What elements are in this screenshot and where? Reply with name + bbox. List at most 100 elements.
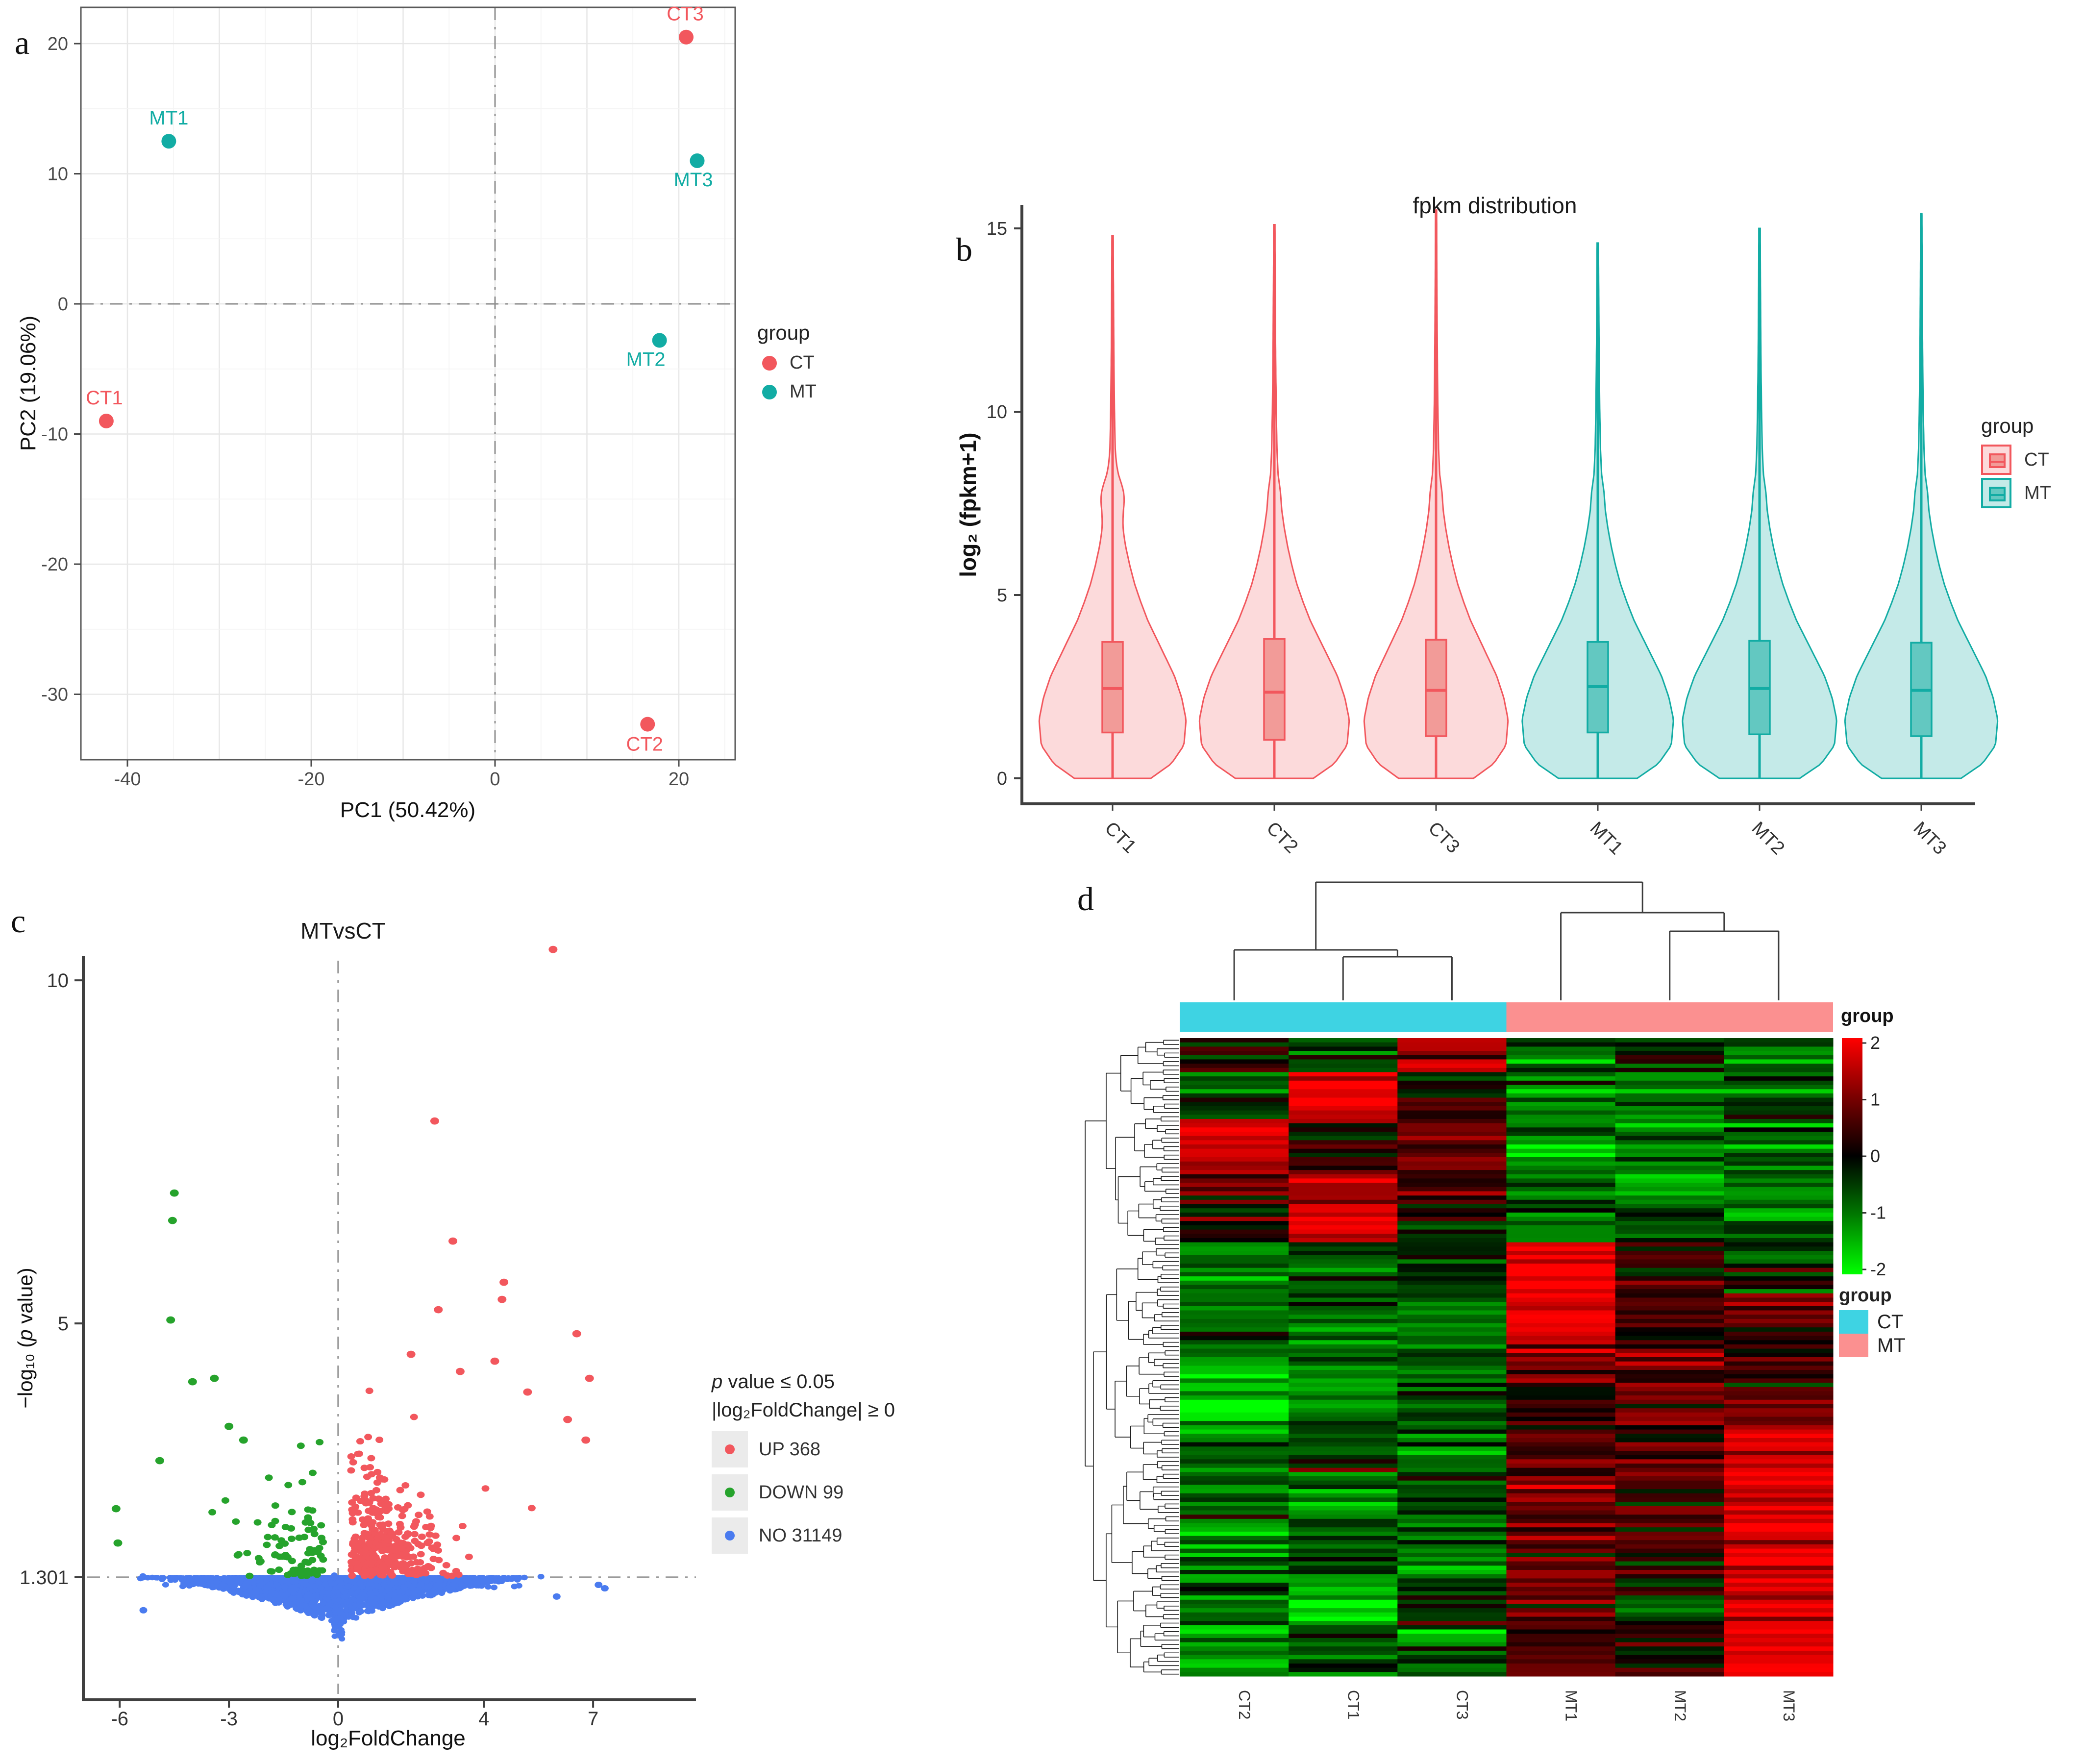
svg-text:MT1: MT1 [1563, 1690, 1580, 1721]
svg-text:CT2: CT2 [1236, 1690, 1253, 1719]
pca-legend-label-mt: MT [790, 381, 817, 402]
svg-text:10: 10 [987, 402, 1007, 422]
svg-text:0: 0 [58, 294, 68, 315]
volcano-legend-item-down: DOWN 99 [712, 1474, 895, 1511]
pca-legend-title: group [757, 321, 810, 344]
heatmap-cells [1180, 1038, 1834, 1677]
pca-point-MT1 [161, 134, 176, 149]
violin-legend-title: group [1981, 414, 2034, 437]
svg-text:1.301: 1.301 [20, 1567, 69, 1589]
heatmap-colorbar [1842, 1038, 1862, 1274]
svg-text:0: 0 [490, 769, 500, 790]
svg-text:4: 4 [478, 1708, 489, 1730]
heatmap-legend-item-ct: CT [1839, 1310, 1906, 1334]
heatmap-legend-item-mt: MT [1839, 1334, 1906, 1357]
pca-point-MT3 [690, 153, 705, 168]
mt-swatch-icon [1839, 1334, 1868, 1357]
box-CT2 [1263, 638, 1286, 741]
volcano-legend: p value ≤ 0.05 |log₂FoldChange| ≥ 0 UP 3… [712, 1367, 895, 1561]
svg-text:0: 0 [997, 769, 1007, 789]
violin-title: fpkm distribution [1413, 193, 1577, 218]
svg-text:10: 10 [48, 164, 68, 185]
svg-text:2: 2 [1870, 1033, 1880, 1053]
svg-text:0: 0 [333, 1708, 344, 1730]
ct-violin-key-icon [1981, 445, 2011, 475]
heatmap-legend-title: group [1839, 1285, 1892, 1306]
violin-plot: 0 5 10 15 CT1 CT2 CT3 MT1 MT2 MT3 [987, 205, 1999, 859]
panel-letter-d: d [1077, 880, 1094, 918]
pca-point-MT2 [652, 333, 667, 348]
no-dot-icon [712, 1517, 748, 1554]
annotation-strip-ct [1180, 1002, 1507, 1032]
panel-letter-c: c [11, 902, 26, 940]
svg-text:MT3: MT3 [1780, 1690, 1798, 1721]
svg-text:MT3: MT3 [674, 169, 713, 191]
svg-text:-20: -20 [41, 554, 68, 575]
svg-text:-3: -3 [220, 1708, 238, 1730]
svg-text:CT1: CT1 [1101, 818, 1140, 857]
svg-text:CT2: CT2 [1263, 818, 1302, 857]
annotation-strip-mt [1506, 1002, 1833, 1032]
volcano-legend-label-no: NO 31149 [759, 1525, 843, 1546]
heatmap-panel: CT2 CT1 CT3 MT1 MT2 MT3 2 1 0 -1 -2 [1085, 881, 1886, 1721]
pca-point-CT2 [640, 717, 655, 732]
svg-text:MT1: MT1 [1586, 818, 1627, 859]
volcano-legend-label-up: UP 368 [759, 1439, 821, 1460]
svg-text:CT2: CT2 [626, 734, 663, 755]
violin-legend-label-ct: CT [2024, 449, 2049, 470]
up-dot-icon [712, 1431, 748, 1467]
volcano-legend-label-down: DOWN 99 [759, 1482, 844, 1503]
volcano-legend-item-up: UP 368 [712, 1431, 895, 1467]
ct-swatch-icon [1839, 1310, 1868, 1334]
heatmap-annotation-title: group [1841, 1006, 1894, 1026]
heatmap-legend-label-mt: MT [1877, 1334, 1906, 1356]
pca-legend-item-ct: CT [757, 352, 817, 373]
pca-point-CT1 [99, 413, 114, 428]
pca-legend-label-ct: CT [790, 352, 815, 373]
column-dendrogram [1233, 881, 1780, 1000]
svg-text:CT1: CT1 [1344, 1690, 1362, 1719]
down-dot-icon [712, 1474, 748, 1511]
violin-legend-item-ct: CT [1981, 445, 2051, 475]
svg-text:15: 15 [987, 219, 1007, 239]
svg-text:CT3: CT3 [1424, 818, 1464, 857]
svg-text:5: 5 [997, 585, 1007, 606]
violin-legend-item-mt: MT [1981, 478, 2051, 508]
pca-legend-item-mt: MT [757, 381, 817, 402]
row-dendrogram [1085, 1040, 1179, 1675]
svg-text:CT1: CT1 [86, 387, 123, 409]
svg-text:MT2: MT2 [626, 348, 666, 370]
svg-text:MT1: MT1 [149, 107, 188, 129]
svg-text:0: 0 [1870, 1146, 1880, 1166]
volcano-ylabel-p: p [14, 1329, 37, 1341]
svg-text:7: 7 [588, 1708, 598, 1730]
violin-legend-label-mt: MT [2024, 482, 2051, 503]
volcano-threshold-fc: |log₂FoldChange| ≥ 0 [712, 1399, 895, 1421]
pca-legend: group CT MT [757, 321, 817, 410]
svg-text:1: 1 [1870, 1090, 1880, 1110]
svg-text:CT3: CT3 [1453, 1690, 1471, 1719]
pca-xaxis-label: PC1 (50.42%) [340, 798, 476, 822]
svg-text:-20: -20 [298, 769, 325, 790]
pca-yaxis-label: PC2 (19.06%) [16, 315, 40, 451]
mt-dot-icon [762, 384, 777, 399]
svg-text:-2: -2 [1870, 1259, 1886, 1279]
violin-legend: group CT MT [1981, 414, 2051, 511]
svg-text:-40: -40 [114, 769, 141, 790]
volcano-legend-item-no: NO 31149 [712, 1517, 895, 1554]
mt-violin-key-icon [1981, 478, 2011, 508]
pca-plot: -40 -20 0 20 20 10 0 -10 -20 -30 CT3 MT1 MT3 MT2 CT1 CT… [41, 3, 736, 790]
svg-text:-1: -1 [1870, 1203, 1886, 1223]
volcano-no-points [137, 1572, 609, 1642]
svg-text:CT3: CT3 [667, 3, 704, 25]
svg-text:-30: -30 [41, 685, 68, 705]
box-CT3 [1425, 639, 1447, 737]
heatmap-group-legend: group CT MT [1839, 1285, 1906, 1357]
panel-letter-b: b [956, 231, 972, 268]
svg-text:10: 10 [47, 970, 69, 992]
volcano-ylabel-post: value) [14, 1267, 37, 1330]
volcano-threshold-pvalue: p value ≤ 0.05 [712, 1371, 835, 1392]
svg-text:5: 5 [58, 1313, 69, 1335]
